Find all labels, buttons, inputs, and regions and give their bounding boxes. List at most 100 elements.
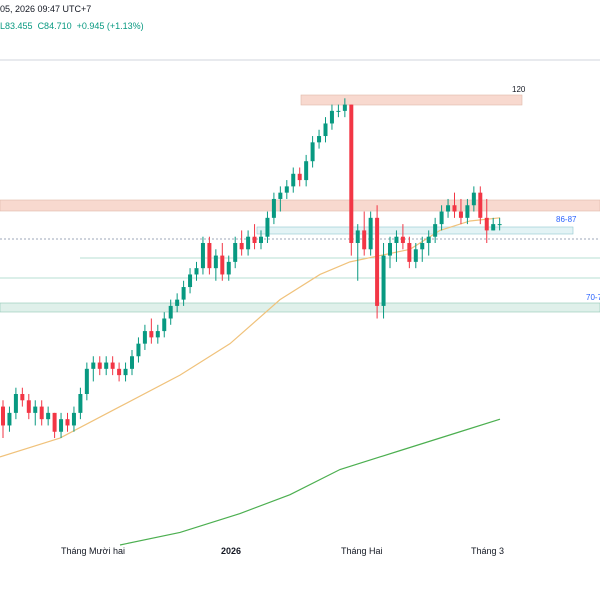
candle-body [336, 110, 341, 112]
chart-ohlc-readout: L83.455 C84.710 +0.945 (+1.13%) [0, 21, 144, 31]
candle [394, 230, 399, 262]
candle [78, 387, 83, 420]
candle [329, 104, 334, 130]
candle [71, 406, 76, 432]
candle-body [375, 217, 380, 306]
candle-body [1, 406, 5, 426]
candle [471, 186, 476, 212]
candle-body [46, 412, 51, 420]
candle [297, 167, 302, 187]
candle [194, 261, 199, 281]
candle [342, 98, 347, 118]
x-label-thang-3: Tháng 3 [471, 546, 504, 556]
candle-body [175, 299, 180, 306]
candle [265, 211, 270, 243]
ohlc-close: C84.710 [37, 21, 72, 31]
candle-body [355, 230, 360, 243]
candle-body [439, 211, 444, 225]
candle [91, 356, 96, 382]
candle [310, 136, 315, 168]
candle-body [342, 104, 347, 111]
candle-body [478, 192, 483, 218]
candles [1, 98, 502, 439]
candle-body [420, 243, 425, 250]
candle [246, 230, 251, 256]
candle-body [284, 186, 289, 193]
candle [7, 406, 12, 432]
chart-header-datetime: 05, 2026 09:47 UTC+7 [0, 4, 92, 14]
candle [213, 249, 218, 281]
moving-averages [0, 217, 501, 546]
candle-body [168, 305, 173, 319]
x-label-thang-hai: Tháng Hai [341, 546, 383, 556]
candle-body [71, 412, 76, 426]
candle-body [220, 255, 225, 275]
candle [368, 211, 373, 256]
candle [123, 362, 128, 382]
candle-body [407, 243, 412, 262]
candle [207, 236, 212, 275]
candle [52, 412, 57, 439]
candle-body [200, 243, 205, 269]
candle-body [259, 236, 263, 243]
candle [278, 186, 283, 212]
candle-body [471, 192, 476, 206]
candle [26, 394, 31, 420]
candle [104, 356, 109, 376]
candle-body [188, 274, 193, 288]
candle-body [39, 406, 44, 420]
candle [226, 255, 231, 281]
candle-body [117, 368, 122, 376]
candle [317, 129, 322, 149]
candle [110, 356, 115, 376]
candle [188, 268, 193, 294]
candle-body [233, 243, 238, 262]
candle [142, 324, 147, 350]
candle [304, 154, 309, 187]
candle-body [194, 268, 199, 275]
ma-long-line [119, 418, 501, 546]
candle [491, 217, 496, 231]
candle [484, 198, 489, 243]
x-label-2026: 2026 [221, 546, 241, 556]
candle-body [323, 123, 328, 137]
candle-body [310, 142, 315, 162]
candle [117, 362, 122, 382]
candle-body [297, 173, 302, 181]
candle [336, 104, 341, 118]
candle-body [465, 205, 470, 218]
candle [388, 236, 392, 269]
level-label-86-87: 86-87 [556, 215, 577, 224]
candle [39, 400, 44, 426]
candle-body [246, 236, 251, 250]
x-label-thang-muoi-hai: Tháng Mười hai [61, 546, 125, 556]
candle [291, 167, 296, 193]
candle [13, 387, 18, 420]
candle [433, 217, 438, 243]
candle [84, 362, 89, 401]
candle-body [271, 198, 276, 218]
candle-body [149, 331, 154, 338]
candle [162, 312, 167, 338]
candle [349, 104, 354, 256]
candle [97, 356, 102, 376]
candle [175, 293, 180, 313]
candle-body [265, 217, 270, 237]
candle [446, 198, 451, 218]
candle-body [65, 419, 70, 426]
candle-body [181, 287, 186, 300]
candle-body [458, 211, 463, 218]
level-label-120: 120 [512, 85, 526, 94]
candle-body [491, 224, 496, 231]
candle [284, 180, 289, 199]
candle-body [155, 331, 160, 338]
mid-zone-86-87 [256, 226, 574, 235]
candle [136, 337, 141, 363]
candle [130, 349, 134, 376]
candle-body [84, 368, 89, 394]
candle [1, 400, 5, 439]
candle [426, 230, 431, 256]
candle [149, 318, 154, 344]
candle [362, 211, 367, 256]
